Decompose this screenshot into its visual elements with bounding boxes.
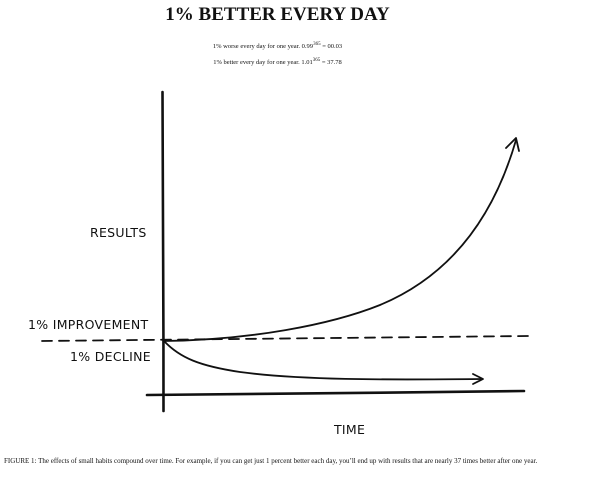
decline-label: 1% DECLINE <box>70 349 151 364</box>
worse-formula-exponent: 365 <box>313 42 321 47</box>
better-formula-text: 1% better every day for one year. 1.01 <box>213 59 313 66</box>
y-axis-label: RESULTS <box>90 225 147 240</box>
decline-curve <box>163 340 483 381</box>
x-axis <box>145 389 526 397</box>
better-formula-result: = 37.78 <box>320 59 342 66</box>
improvement-label: 1% IMPROVEMENT <box>28 317 148 332</box>
figure-title: 1% BETTER EVERY DAY <box>165 4 390 25</box>
decline-arrowhead <box>472 373 484 385</box>
worse-formula: 1% worse every day for one year. 0.99365… <box>0 42 555 50</box>
worse-formula-text: 1% worse every day for one year. 0.99 <box>212 43 314 50</box>
better-formula: 1% better every day for one year. 1.0136… <box>0 58 555 66</box>
better-formula-exponent: 365 <box>312 58 321 63</box>
baseline-dashed-line <box>41 335 529 342</box>
worse-formula-result: = 00.03 <box>320 43 343 50</box>
y-axis <box>161 90 165 413</box>
figure-caption: FIGURE 1: The effects of small habits co… <box>4 457 538 465</box>
improvement-curve <box>163 139 517 342</box>
improvement-arrowhead <box>505 137 520 152</box>
x-axis-label: TIME <box>333 422 365 437</box>
